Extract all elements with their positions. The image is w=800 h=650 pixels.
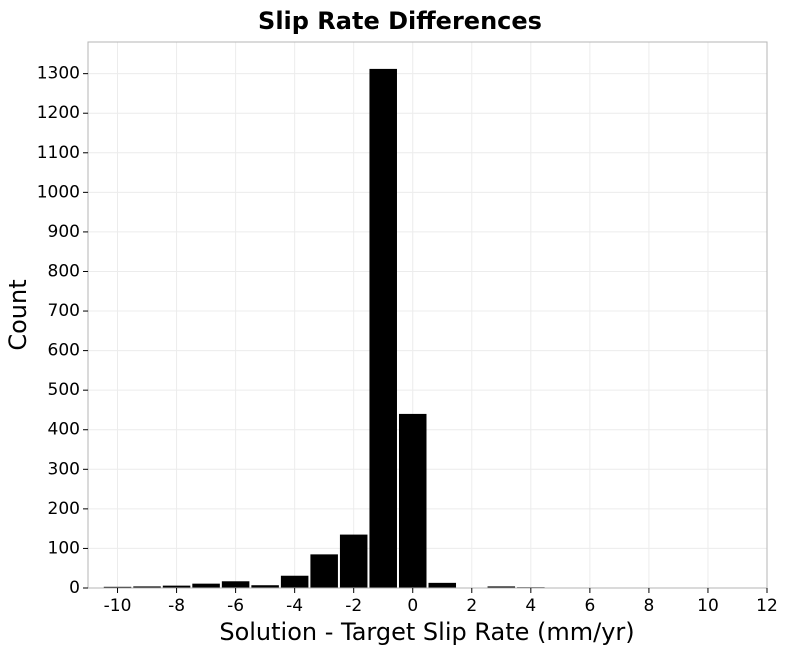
histogram-bar <box>280 575 309 588</box>
histogram-bar <box>192 583 220 588</box>
x-tick-label: -6 <box>227 596 244 616</box>
x-tick-label: 4 <box>525 596 536 616</box>
y-tick-label: 1000 <box>37 182 80 202</box>
x-tick-label: -4 <box>286 596 303 616</box>
x-tick-label: 0 <box>407 596 418 616</box>
y-tick-label: 500 <box>48 380 80 400</box>
y-tick-label: 300 <box>48 459 80 479</box>
x-tick-label: 8 <box>643 596 654 616</box>
y-tick-label: 1300 <box>37 64 80 84</box>
y-axis-label: Count <box>4 279 32 350</box>
histogram-bar <box>162 585 191 588</box>
x-tick-label: -10 <box>104 596 132 616</box>
histogram-bar <box>310 554 338 588</box>
x-tick-label: -8 <box>168 596 185 616</box>
histogram-bar <box>133 586 161 588</box>
plot-frame <box>87 41 768 589</box>
ticks-layer: -10 -8 -6 -4 -2 0 2 4 6 8 10 12 0 100 200 300 400 500 600 7… <box>37 64 778 616</box>
x-tick-label: 6 <box>584 596 595 616</box>
histogram-bar <box>339 534 368 588</box>
histogram-bar <box>398 413 427 588</box>
y-tick-label: 800 <box>48 261 80 281</box>
x-tick-label: 12 <box>756 596 778 616</box>
histogram-bar <box>251 585 279 588</box>
histogram-bar <box>103 586 132 588</box>
y-tick-label: 1200 <box>37 103 80 123</box>
y-tick-label: 400 <box>48 420 80 440</box>
y-tick-label: 1100 <box>37 143 80 163</box>
x-axis-label: Solution - Target Slip Rate (mm/yr) <box>219 618 634 646</box>
y-tick-label: 200 <box>48 499 80 519</box>
histogram-bar <box>487 586 516 588</box>
chart-title: Slip Rate Differences <box>258 7 542 35</box>
y-tick-label: 0 <box>69 578 80 598</box>
y-tick-label: 600 <box>48 341 80 361</box>
x-tick-label: 2 <box>466 596 477 616</box>
y-tick-label: 100 <box>48 538 80 558</box>
y-tick-label: 700 <box>48 301 80 321</box>
bars-layer <box>103 68 545 588</box>
grid-layer <box>88 42 768 589</box>
histogram-bar <box>221 581 250 588</box>
x-tick-label: -2 <box>345 596 362 616</box>
histogram-bar <box>369 68 397 588</box>
y-tick-label: 900 <box>48 222 80 242</box>
histogram-bar <box>428 582 457 588</box>
x-tick-label: 10 <box>697 596 719 616</box>
